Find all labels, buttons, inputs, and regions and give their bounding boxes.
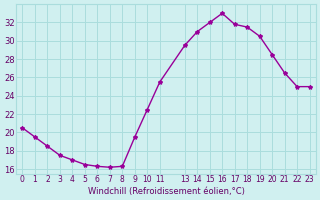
X-axis label: Windchill (Refroidissement éolien,°C): Windchill (Refroidissement éolien,°C) (88, 187, 244, 196)
